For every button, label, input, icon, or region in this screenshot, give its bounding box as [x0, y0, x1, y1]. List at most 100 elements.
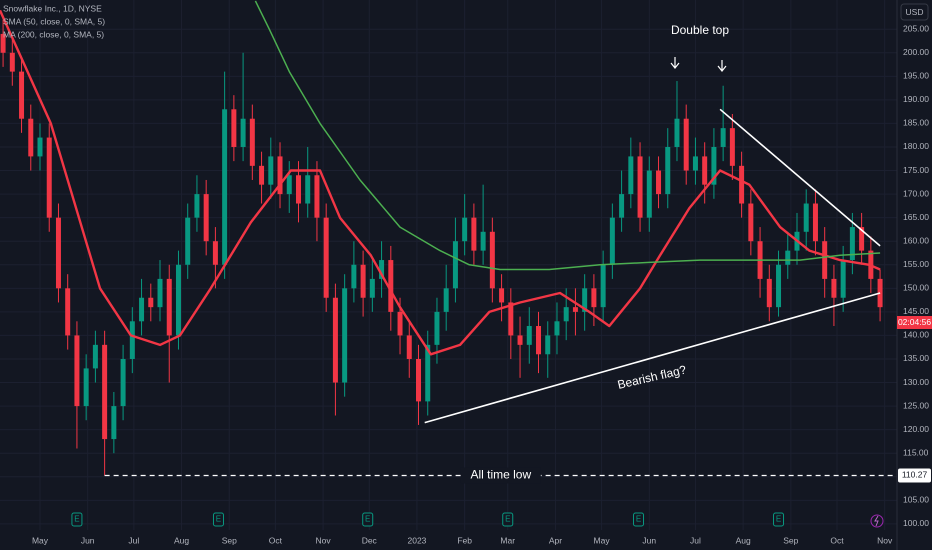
candle-body [683, 118, 689, 171]
plot-area [0, 0, 883, 476]
annotation: Double top [671, 23, 729, 37]
event-icon-bolt [874, 515, 879, 527]
candle-body [111, 406, 117, 440]
symbol-legend: Snowflake Inc., 1D, NYSE [3, 3, 102, 13]
x-tick-label: Sep [222, 535, 237, 545]
candle-body [840, 260, 846, 298]
x-tick-label: May [32, 535, 49, 545]
overlay: All time low E E E E E E [71, 108, 897, 527]
y-tick-label: 105.00 [903, 495, 929, 505]
candle-body [692, 156, 698, 171]
candle-body [102, 344, 108, 440]
currency[interactable]: USD [906, 7, 924, 17]
earnings-marker [71, 512, 83, 527]
candle-body [351, 264, 357, 289]
candle-body [702, 156, 708, 185]
earnings-marker [633, 512, 645, 527]
y-tick-label: 170.00 [903, 188, 929, 198]
y-tick-label: 160.00 [903, 235, 929, 245]
label-background [460, 467, 541, 484]
candle-body [369, 278, 375, 298]
earnings-marker [502, 512, 514, 527]
candle-body [148, 297, 154, 308]
candle-body [166, 278, 172, 336]
earnings-marker [773, 512, 785, 527]
candle-body [286, 175, 292, 195]
y-tick-label: 180.00 [903, 141, 929, 151]
candle-body [295, 175, 301, 204]
candle-body [785, 250, 791, 265]
candle-body [443, 288, 449, 312]
y-tick-label: 100.00 [903, 518, 929, 528]
candle-body [212, 241, 218, 265]
candle-body [812, 203, 818, 242]
x-tick-label: Aug [174, 535, 189, 545]
x-tick-label: Oct [269, 535, 283, 545]
countdown-box [897, 316, 932, 329]
arrow [717, 60, 727, 72]
y-tick-label: 140.00 [903, 330, 929, 340]
earnings-label: E [505, 515, 510, 524]
x-tick-label: Aug [736, 535, 751, 545]
candle-body [665, 146, 671, 195]
candle-body [609, 217, 615, 265]
candle-body [582, 288, 588, 312]
legend-entry: MA (200, close, 0, SMA, 5) [3, 29, 104, 39]
y-tick-label: 205.00 [903, 23, 929, 33]
y-tick-label: 200.00 [903, 47, 929, 57]
candle-body [748, 203, 754, 242]
candle-body [822, 241, 828, 279]
trendline [424, 292, 881, 424]
y-tick-label: 165.00 [903, 212, 929, 222]
candle-body [462, 217, 468, 242]
x-tick-label: Oct [830, 535, 844, 545]
candle-body [849, 227, 855, 261]
event-icon[interactable] [870, 514, 884, 528]
earnings-label: E [776, 515, 781, 524]
candle-body [277, 156, 283, 195]
candle-body [803, 203, 809, 232]
candle-body [46, 137, 52, 218]
candle-body [656, 170, 662, 195]
y-tick-label: 195.00 [903, 71, 929, 81]
candle-body [766, 278, 772, 308]
candle-body [9, 52, 15, 72]
arrow [670, 57, 680, 69]
x-tick-label: Nov [877, 535, 893, 545]
y-tick-label: 130.00 [903, 377, 929, 387]
candle-body [332, 297, 338, 383]
countdown: 02:04:56 [898, 317, 931, 327]
y-tick-label: 125.00 [903, 400, 929, 410]
earnings-label: E [216, 515, 221, 524]
legend-entry: SMA (50, close, 0, SMA, 5) [3, 16, 105, 26]
candle-body [499, 288, 505, 303]
candle-body [19, 71, 25, 119]
candle-body [646, 170, 652, 218]
candle-body [526, 326, 532, 345]
earnings-label: E [74, 515, 79, 524]
earnings-marker [362, 512, 374, 527]
candle-body [360, 264, 366, 298]
candle-body [37, 137, 43, 157]
candle-body [203, 194, 209, 242]
x-tick-label: May [594, 535, 611, 545]
candle-body [305, 175, 311, 204]
candle-body [591, 288, 597, 308]
y-tick-label: 145.00 [903, 306, 929, 316]
y-tick-label: 190.00 [903, 94, 929, 104]
candle-body [425, 344, 431, 402]
candle-body [74, 335, 80, 407]
currency-button[interactable] [900, 3, 929, 21]
candle-body [545, 335, 551, 355]
y-tick-label: 120.00 [903, 424, 929, 434]
candle-body [259, 165, 265, 185]
annotation: All time low [470, 468, 531, 482]
candle-body [628, 156, 634, 195]
x-tick-label: Nov [316, 535, 332, 545]
candle-body [175, 264, 181, 336]
candle-body [342, 288, 348, 383]
candle-body [720, 128, 726, 147]
candle-body [249, 118, 255, 166]
candle-body [240, 118, 246, 147]
